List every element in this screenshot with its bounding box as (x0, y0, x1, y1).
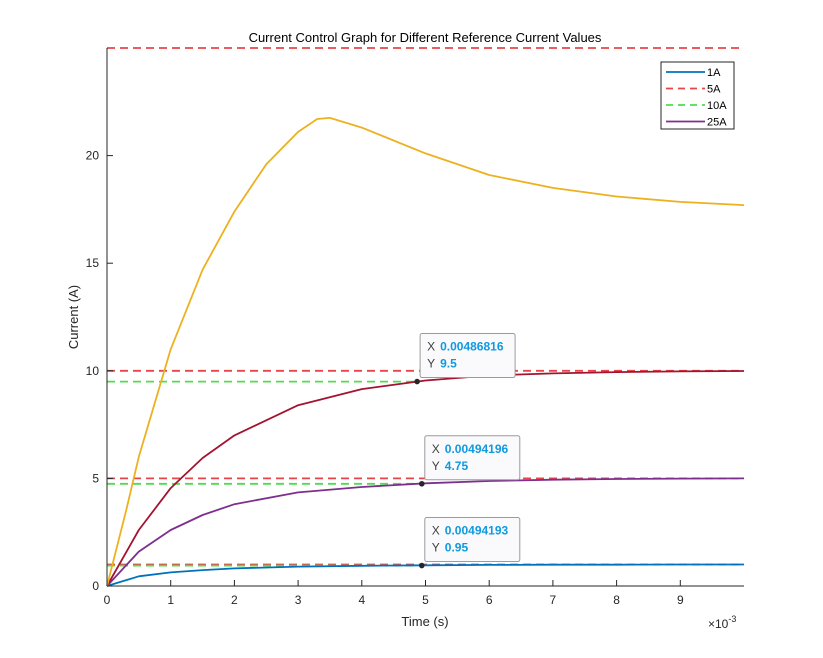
y-tick-label: 0 (92, 579, 99, 593)
datatip[interactable]: X 0.00494193 Y 0.95 (419, 517, 521, 569)
y-tick-label: 10 (86, 364, 100, 378)
datatip-y-value: 9.5 (440, 357, 457, 371)
legend-label-0: 1A (707, 67, 721, 79)
x-tick-label: 1 (167, 593, 174, 607)
x-tick-label: 5 (422, 593, 429, 607)
x-tick-label: 3 (295, 593, 302, 607)
datatip-box (419, 333, 516, 379)
x-exponent-power: -3 (728, 614, 736, 624)
x-exponent-base: ×10 (708, 617, 729, 631)
x-tick-label: 9 (677, 593, 684, 607)
datatip-y-value: 4.75 (445, 459, 469, 473)
datatip[interactable]: X 0.00494196 Y 4.75 (419, 435, 521, 487)
chart-title: Current Control Graph for Different Refe… (249, 30, 602, 45)
datatip-x-value: 0.00494193 (445, 524, 509, 538)
y-axis-label: Current (A) (66, 285, 81, 349)
legend-box (660, 61, 735, 130)
plot-area (107, 48, 744, 586)
x-tick-label: 8 (613, 593, 620, 607)
y-tick-label: 5 (92, 471, 99, 485)
datatip-box (424, 517, 521, 563)
datatip-marker[interactable] (414, 378, 420, 385)
series-line-2 (106, 370, 745, 587)
datatip-y-key: Y (432, 459, 440, 473)
legend-label-3: 25A (707, 117, 727, 129)
x-tick-label: 4 (358, 593, 365, 607)
datatip-marker[interactable] (419, 562, 425, 569)
datatip-x-key: X (432, 524, 440, 538)
datatip-y-key: Y (432, 541, 440, 555)
series-line-3 (106, 117, 745, 587)
x-tick-label: 2 (231, 593, 238, 607)
datatip-x-value: 0.00486816 (440, 340, 504, 354)
x-tick-label: 6 (486, 593, 493, 607)
datatip-box (424, 435, 521, 481)
x-axis-exponent: ×10-3 (708, 614, 736, 631)
legend-label-1: 5A (707, 84, 721, 96)
y-ticks: 0 5 10 15 20 (86, 149, 113, 593)
datatip-x-value: 0.00494196 (445, 442, 509, 456)
datatip-marker[interactable] (419, 480, 425, 487)
datatip-x-key: X (432, 442, 440, 456)
x-axis-label: Time (s) (401, 614, 448, 629)
x-tick-label: 7 (550, 593, 557, 607)
x-ticks: 0 1 2 3 4 5 6 7 8 9 (104, 580, 684, 607)
series-line-0 (106, 563, 744, 587)
datatip-layer: X 0.00486816 Y 9.5 X 0.00494196 Y 4.75 X 0.004941… (414, 333, 521, 569)
x-tick-label: 0 (104, 593, 111, 607)
legend[interactable]: 1A 5A 10A 25A (660, 61, 735, 130)
datatip-y-value: 0.95 (445, 541, 469, 555)
datatip-x-key: X (427, 340, 435, 354)
series-line-1 (106, 477, 745, 587)
y-tick-label: 20 (86, 149, 100, 163)
y-tick-label: 15 (86, 256, 100, 270)
datatip[interactable]: X 0.00486816 Y 9.5 (414, 333, 516, 385)
datatip-y-key: Y (427, 357, 435, 371)
legend-label-2: 10A (707, 100, 727, 112)
